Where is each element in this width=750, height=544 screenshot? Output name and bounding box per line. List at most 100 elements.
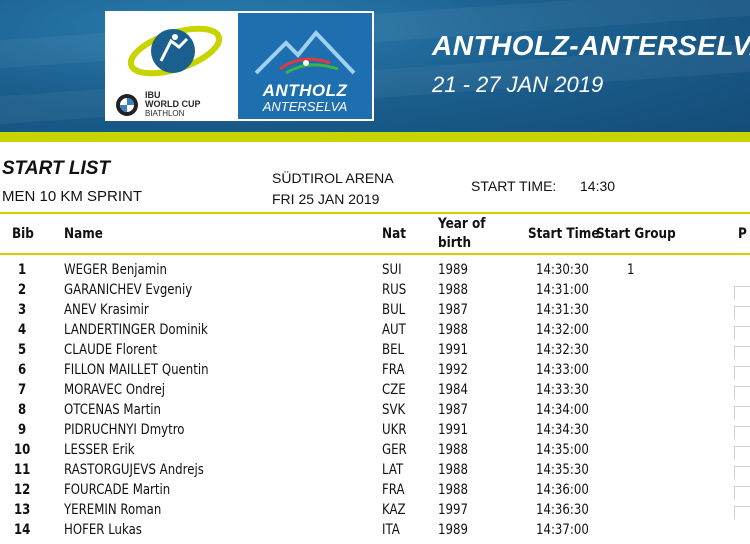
cell-start-time: 14:30:30 — [536, 262, 589, 278]
event-dates: 21 - 27 JAN 2019 — [432, 72, 604, 97]
cell-start-time: 14:33:30 — [536, 382, 589, 398]
cell-start-time: 14:35:30 — [536, 462, 589, 478]
cell-bib: 4 — [18, 322, 27, 338]
cell-start-time: 14:34:30 — [536, 422, 589, 438]
cell-year: 1991 — [438, 342, 468, 358]
header-divider — [0, 212, 750, 214]
row-marker — [734, 286, 750, 299]
row-marker — [734, 306, 750, 319]
cell-nat: KAZ — [382, 502, 406, 518]
table-header-divider — [0, 253, 750, 255]
cell-nat: ITA — [382, 522, 400, 538]
cell-start-group: 1 — [627, 262, 635, 278]
cell-bib: 12 — [14, 482, 31, 498]
cell-name: HOFER Lukas — [64, 522, 142, 538]
cell-nat: FRA — [382, 482, 405, 498]
cell-year: 1988 — [438, 462, 468, 478]
cell-name: FOURCADE Martin — [64, 482, 171, 498]
cell-nat: AUT — [382, 322, 406, 338]
table-row: 4 LANDERTINGER Dominik AUT 1988 14:32:00 — [0, 322, 750, 342]
row-marker — [734, 386, 750, 399]
cell-bib: 8 — [18, 402, 27, 418]
row-marker — [734, 486, 750, 499]
table-row: 11 RASTORGUJEVS Andrejs LAT 1988 14:35:3… — [0, 462, 750, 482]
table-row: 1 WEGER Benjamin SUI 1989 14:30:30 1 — [0, 262, 750, 282]
cell-name: FILLON MAILLET Quentin — [64, 362, 209, 378]
event-title: ANTHOLZ-ANTERSELVA — [432, 30, 750, 61]
bmw-logo-icon — [116, 94, 138, 116]
banner-accent-bar — [0, 132, 750, 142]
cell-nat: BUL — [382, 302, 406, 318]
cell-bib: 3 — [18, 302, 27, 318]
cell-start-time: 14:32:00 — [536, 322, 589, 338]
cell-start-time: 14:36:30 — [536, 502, 589, 518]
cell-name: LANDERTINGER Dominik — [64, 322, 208, 338]
ibu-ring-icon — [127, 25, 223, 77]
cell-year: 1991 — [438, 422, 468, 438]
cell-name: LESSER Erik — [64, 442, 135, 458]
cell-name: OTCENAS Martin — [64, 402, 161, 418]
cell-bib: 6 — [18, 362, 27, 378]
cell-nat: FRA — [382, 362, 405, 378]
cell-name: YEREMIN Roman — [64, 502, 162, 518]
mountain-icon — [254, 29, 356, 75]
competition-date: FRI 25 JAN 2019 — [272, 191, 380, 207]
cell-year: 1988 — [438, 442, 468, 458]
ibu-logo-line: WORLD CUP — [145, 99, 201, 109]
cell-year: 1989 — [438, 522, 468, 538]
start-time-label: START TIME: — [471, 178, 557, 194]
cell-year: 1989 — [438, 262, 468, 278]
cell-nat: BEL — [382, 342, 405, 358]
cell-nat: GER — [382, 442, 407, 458]
table-row: 7 MORAVEC Ondrej CZE 1984 14:33:30 — [0, 382, 750, 402]
cell-year: 1992 — [438, 362, 468, 378]
col-nat: Nat — [382, 226, 406, 242]
antholz-logo-sub: ANTERSELVA — [262, 99, 348, 114]
event-banner: IBU WORLD CUP BIATHLON ANTHOLZ ANTERSELV… — [0, 0, 750, 142]
table-row: 10 LESSER Erik GER 1988 14:35:00 — [0, 442, 750, 462]
venue-name: SÜDTIROL ARENA — [272, 170, 394, 186]
cell-name: ANEV Krasimir — [64, 302, 149, 318]
cell-nat: LAT — [382, 462, 404, 478]
start-list-title: START LIST — [2, 158, 111, 179]
cell-bib: 11 — [14, 462, 31, 478]
table-row: 12 FOURCADE Martin FRA 1988 14:36:00 — [0, 482, 750, 502]
cell-nat: CZE — [382, 382, 406, 398]
cell-bib: 1 — [18, 262, 27, 278]
table-row: 2 GARANICHEV Evgeniy RUS 1988 14:31:00 — [0, 282, 750, 302]
cell-year: 1988 — [438, 482, 468, 498]
table-row: 8 OTCENAS Martin SVK 1987 14:34:00 — [0, 402, 750, 422]
cell-name: WEGER Benjamin — [64, 262, 167, 278]
cell-start-time: 14:37:00 — [536, 522, 589, 538]
col-bib: Bib — [12, 226, 34, 242]
row-marker — [734, 326, 750, 339]
cell-bib: 7 — [18, 382, 27, 398]
antholz-logo-name: ANTHOLZ — [262, 81, 348, 100]
cell-nat: SVK — [382, 402, 406, 418]
cell-bib: 14 — [14, 522, 31, 538]
cell-bib: 5 — [18, 342, 27, 358]
table-row: 6 FILLON MAILLET Quentin FRA 1992 14:33:… — [0, 362, 750, 382]
col-name: Name — [64, 226, 103, 242]
antholz-logo: ANTHOLZ ANTERSELVA — [236, 11, 374, 121]
row-marker — [734, 366, 750, 379]
ibu-world-cup-logo: IBU WORLD CUP BIATHLON — [105, 11, 241, 121]
table-row: 9 PIDRUCHNYI Dmytro UKR 1991 14:34:30 — [0, 422, 750, 442]
col-start-group: Start Group — [596, 226, 676, 242]
cell-year: 1997 — [438, 502, 468, 518]
cell-start-time: 14:36:00 — [536, 482, 589, 498]
col-year-line2: birth — [438, 235, 472, 251]
col-year-line1: Year of — [438, 216, 486, 232]
cell-name: CLAUDE Florent — [64, 342, 158, 358]
cell-start-time: 14:33:00 — [536, 362, 589, 378]
col-extra: P — [738, 226, 747, 242]
ibu-logo-text: IBU WORLD CUP BIATHLON — [145, 91, 201, 119]
cell-start-time: 14:31:00 — [536, 282, 589, 298]
table-row: 14 HOFER Lukas ITA 1989 14:37:00 — [0, 522, 750, 542]
cell-name: PIDRUCHNYI Dmytro — [64, 422, 185, 438]
competition-name: MEN 10 KM SPRINT — [2, 188, 143, 205]
cell-bib: 2 — [18, 282, 27, 298]
row-marker — [734, 506, 750, 519]
row-marker — [734, 446, 750, 459]
cell-bib: 10 — [14, 442, 31, 458]
